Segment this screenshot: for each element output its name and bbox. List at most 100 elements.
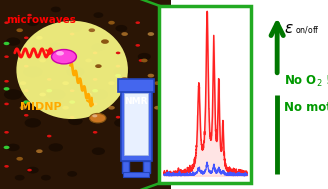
Circle shape — [47, 78, 51, 81]
Text: microwaves: microwaves — [7, 15, 76, 25]
Circle shape — [15, 175, 25, 180]
Text: $_{\mathrm{on/off}}$: $_{\mathrm{on/off}}$ — [295, 25, 320, 37]
Circle shape — [51, 50, 76, 64]
Circle shape — [131, 93, 138, 96]
Circle shape — [85, 93, 92, 96]
Circle shape — [47, 103, 51, 105]
Circle shape — [68, 117, 83, 125]
Circle shape — [162, 108, 166, 111]
Circle shape — [70, 116, 74, 119]
Circle shape — [138, 53, 151, 60]
Circle shape — [95, 64, 102, 68]
Circle shape — [69, 100, 75, 104]
Bar — [118, 79, 154, 92]
Circle shape — [25, 118, 41, 128]
Circle shape — [114, 119, 129, 127]
Circle shape — [6, 37, 20, 46]
Bar — [143, 161, 150, 173]
Circle shape — [23, 100, 29, 104]
Circle shape — [148, 32, 154, 36]
Bar — [121, 81, 152, 161]
Circle shape — [46, 89, 66, 100]
Circle shape — [139, 108, 143, 111]
Circle shape — [62, 81, 69, 85]
Circle shape — [4, 89, 22, 100]
Circle shape — [4, 103, 9, 105]
Circle shape — [16, 157, 23, 161]
Circle shape — [116, 89, 120, 92]
Circle shape — [93, 103, 97, 105]
Circle shape — [148, 74, 154, 77]
Circle shape — [108, 81, 115, 85]
Circle shape — [113, 67, 130, 77]
Circle shape — [158, 119, 170, 126]
Circle shape — [162, 84, 166, 86]
Circle shape — [16, 28, 23, 32]
Circle shape — [139, 59, 143, 62]
Circle shape — [137, 90, 152, 99]
Circle shape — [121, 77, 129, 82]
Circle shape — [39, 93, 46, 96]
Circle shape — [47, 50, 51, 52]
Circle shape — [7, 144, 20, 151]
Circle shape — [36, 149, 43, 153]
Circle shape — [48, 43, 64, 52]
Circle shape — [4, 131, 9, 134]
Circle shape — [116, 65, 120, 67]
Circle shape — [27, 19, 39, 26]
Circle shape — [93, 131, 97, 134]
Circle shape — [85, 59, 92, 62]
Circle shape — [93, 12, 103, 18]
Circle shape — [24, 114, 29, 117]
Circle shape — [47, 135, 51, 137]
Circle shape — [39, 59, 46, 62]
Circle shape — [4, 55, 9, 58]
Circle shape — [89, 89, 108, 100]
Circle shape — [69, 25, 82, 32]
Circle shape — [154, 81, 161, 85]
Circle shape — [24, 89, 29, 92]
Circle shape — [70, 33, 74, 35]
Circle shape — [41, 175, 51, 180]
Circle shape — [141, 59, 148, 62]
Text: No motions!: No motions! — [284, 101, 328, 114]
Circle shape — [135, 44, 140, 47]
Circle shape — [46, 89, 52, 92]
Circle shape — [138, 138, 150, 145]
Text: $\varepsilon$: $\varepsilon$ — [284, 21, 294, 36]
Text: No O$_2$ !: No O$_2$ ! — [284, 74, 328, 89]
Circle shape — [158, 72, 170, 79]
Text: MIDNP: MIDNP — [20, 102, 61, 112]
Circle shape — [4, 87, 10, 91]
Circle shape — [93, 78, 97, 81]
Circle shape — [70, 89, 74, 92]
Circle shape — [4, 80, 9, 83]
Circle shape — [20, 106, 26, 110]
Circle shape — [4, 42, 10, 45]
Text: NMR: NMR — [124, 97, 148, 106]
Circle shape — [23, 66, 43, 77]
Circle shape — [92, 114, 97, 117]
Circle shape — [62, 106, 69, 110]
Circle shape — [27, 169, 32, 171]
Circle shape — [24, 65, 29, 67]
Circle shape — [139, 84, 143, 86]
Circle shape — [116, 52, 120, 54]
Circle shape — [70, 65, 74, 67]
Circle shape — [89, 28, 95, 32]
Circle shape — [4, 165, 9, 168]
Circle shape — [121, 32, 128, 36]
Circle shape — [49, 143, 63, 152]
Circle shape — [56, 51, 64, 56]
Circle shape — [27, 14, 32, 16]
Circle shape — [101, 39, 109, 44]
Circle shape — [154, 106, 161, 110]
Circle shape — [135, 21, 140, 24]
Bar — [123, 172, 149, 177]
Circle shape — [24, 36, 29, 39]
Ellipse shape — [16, 21, 128, 119]
Circle shape — [108, 106, 115, 110]
Circle shape — [138, 93, 144, 96]
Bar — [125, 93, 148, 155]
Circle shape — [67, 171, 77, 177]
